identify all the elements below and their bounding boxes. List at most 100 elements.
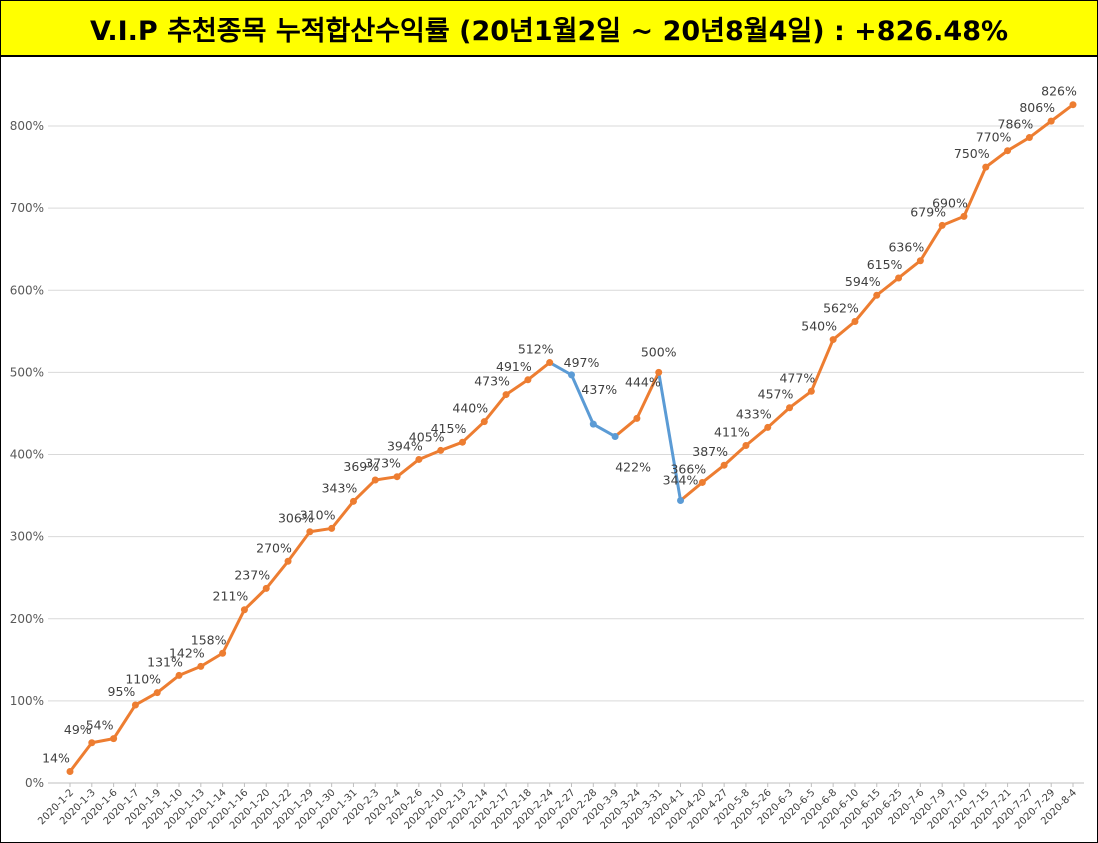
- line-segment: [1049, 103, 1075, 123]
- data-label: 211%: [213, 589, 249, 604]
- line-segment: [1006, 136, 1031, 153]
- data-label: 562%: [823, 300, 859, 315]
- series-points: [66, 101, 1077, 776]
- y-tick-label: 100%: [10, 694, 44, 708]
- data-label: 270%: [256, 540, 292, 555]
- line-segment: [460, 420, 486, 444]
- line-segment: [221, 608, 246, 655]
- line-segment: [918, 223, 944, 263]
- data-label: 131%: [147, 654, 183, 669]
- data-point: [851, 317, 859, 325]
- data-label: 422%: [615, 459, 651, 474]
- data-point: [110, 735, 118, 743]
- line-segment: [417, 448, 443, 461]
- data-label: 497%: [564, 355, 600, 370]
- y-tick-label: 800%: [10, 119, 44, 133]
- data-point: [175, 671, 183, 679]
- data-point: [1025, 134, 1033, 142]
- data-label: 369%: [343, 459, 379, 474]
- data-label: 306%: [278, 511, 314, 526]
- data-point: [807, 387, 815, 395]
- line-segment: [831, 319, 857, 342]
- data-point: [306, 528, 314, 536]
- data-point: [960, 212, 968, 220]
- y-tick-label: 500%: [10, 365, 44, 379]
- line-segment: [264, 559, 290, 590]
- data-point: [568, 371, 575, 379]
- data-point: [720, 461, 728, 469]
- line-segment: [90, 737, 116, 745]
- data-point: [349, 497, 357, 505]
- data-label: 433%: [736, 406, 772, 421]
- y-axis-ticks: 0% 100% 200% 300% 400% 500% 600% 700% 800%: [10, 119, 44, 790]
- data-label: 158%: [191, 632, 227, 647]
- data-point: [633, 414, 641, 422]
- data-point: [502, 391, 510, 399]
- line-segment: [744, 425, 770, 447]
- data-point: [328, 524, 336, 532]
- data-point: [415, 455, 423, 463]
- data-label: 237%: [234, 567, 270, 582]
- data-label: 770%: [976, 130, 1012, 145]
- data-point: [938, 221, 946, 229]
- data-point: [371, 476, 379, 484]
- data-label: 14%: [42, 751, 70, 766]
- data-point: [480, 418, 488, 426]
- data-point: [524, 376, 532, 384]
- data-label: 540%: [801, 319, 837, 334]
- data-label: 457%: [758, 387, 794, 402]
- y-tick-label: 700%: [10, 201, 44, 215]
- line-segment: [875, 276, 901, 297]
- data-point: [742, 441, 750, 449]
- data-point: [1069, 101, 1077, 109]
- line-segment: [984, 149, 1010, 169]
- data-point: [1047, 117, 1055, 125]
- data-label: 366%: [670, 461, 706, 476]
- data-labels: 14% 49%54% 95%110% 131%142%158% 211% 237% 270%…: [42, 84, 1077, 766]
- data-label: 373%: [365, 456, 401, 471]
- series-line: [68, 103, 1075, 774]
- data-label: 473%: [474, 374, 510, 389]
- data-label: 786%: [998, 117, 1034, 132]
- data-label: 415%: [431, 421, 467, 436]
- data-point: [916, 257, 924, 265]
- line-segment: [286, 530, 312, 563]
- line-segment: [155, 673, 181, 695]
- line-segment: [570, 373, 595, 426]
- data-point: [589, 420, 597, 428]
- line-segment: [373, 475, 399, 482]
- line-segment: [439, 440, 464, 452]
- line-segment: [897, 259, 922, 280]
- line-segment: [133, 691, 159, 707]
- data-label: 394%: [387, 438, 423, 453]
- data-point: [786, 404, 794, 412]
- line-segment: [177, 664, 203, 677]
- line-segment: [395, 457, 421, 479]
- line-segment: [766, 406, 792, 429]
- data-label: 690%: [932, 195, 968, 210]
- data-label: 310%: [300, 507, 336, 522]
- data-point: [284, 557, 292, 565]
- data-label: 594%: [845, 274, 881, 289]
- data-label: 387%: [692, 444, 728, 459]
- data-point: [153, 689, 161, 697]
- data-point: [66, 768, 74, 776]
- data-label: 615%: [867, 257, 903, 272]
- data-label: 679%: [910, 204, 946, 219]
- data-point: [240, 606, 248, 614]
- data-label: 806%: [1019, 100, 1055, 115]
- line-segment: [1027, 119, 1053, 140]
- line-segment: [351, 478, 377, 503]
- gridlines: [48, 125, 1084, 784]
- chart-title: V.I.P 추천종목 누적합산수익률 (20년1월2일 ~ 20년8월4일) :…: [89, 15, 1009, 47]
- line-segment: [853, 293, 879, 323]
- line-segment: [809, 338, 835, 393]
- line-segment: [330, 499, 355, 530]
- data-label: 343%: [322, 480, 358, 495]
- data-label: 54%: [86, 718, 114, 733]
- data-point: [895, 274, 903, 282]
- data-point: [873, 291, 881, 299]
- data-point: [546, 359, 554, 367]
- line-segment: [788, 389, 813, 410]
- line-segment: [657, 370, 683, 503]
